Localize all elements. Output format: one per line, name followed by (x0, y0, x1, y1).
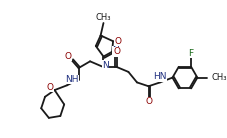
Text: O: O (144, 97, 151, 106)
Text: HN: HN (153, 72, 166, 81)
Text: CH₃: CH₃ (211, 73, 226, 82)
Text: O: O (64, 52, 71, 61)
Text: F: F (188, 49, 193, 58)
Text: NH: NH (65, 75, 78, 84)
Text: N: N (101, 61, 108, 70)
Text: CH₃: CH₃ (95, 13, 111, 22)
Text: O: O (113, 47, 120, 56)
Text: O: O (114, 37, 121, 46)
Text: O: O (46, 83, 53, 92)
Text: N: N (112, 46, 119, 55)
